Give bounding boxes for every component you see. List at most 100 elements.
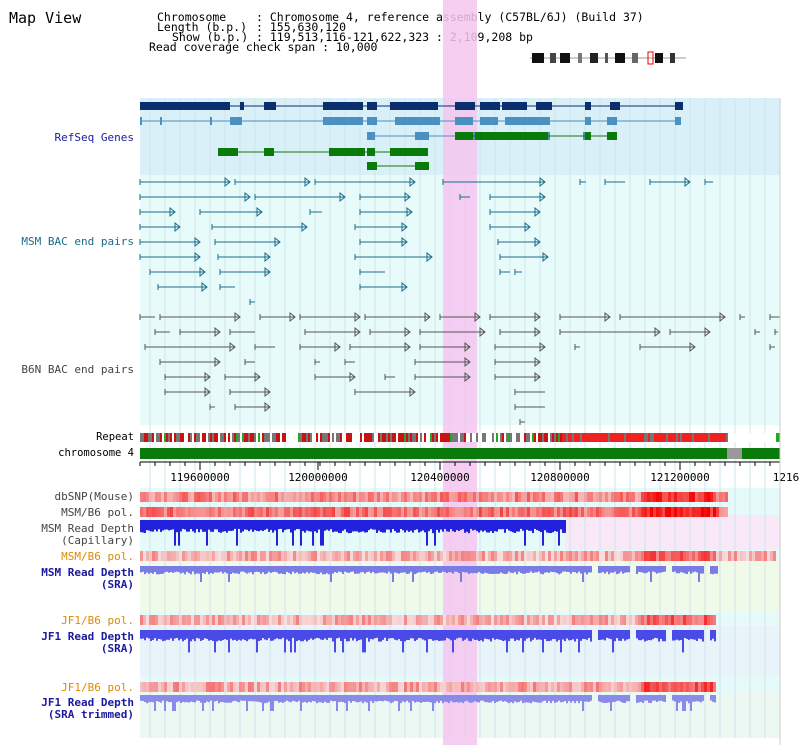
jf1-b6-pol2-heat-cell — [248, 682, 251, 692]
repeat-element — [386, 433, 388, 442]
jf1-depth-trim-bar — [308, 695, 310, 702]
repeat-element — [514, 433, 516, 442]
dbsnp-heat-cell — [293, 492, 296, 502]
msm-depth-cap-bar — [154, 520, 156, 530]
msm-b6-pol2-heat-cell — [140, 551, 143, 561]
msm-depth-sra-bar — [320, 566, 322, 573]
repeat-element — [700, 433, 702, 442]
repeat-element — [458, 433, 460, 442]
b6n-bac-pair-arrow — [704, 326, 711, 338]
jf1-depth-sra-bar — [418, 630, 420, 638]
msm-depth-sra-bar — [528, 566, 530, 573]
jf1-b6-pol2-heat-cell — [356, 682, 359, 692]
repeat-element — [616, 433, 618, 442]
dbsnp-heat-cell — [335, 492, 338, 502]
msm-depth-cap-bar — [252, 520, 254, 532]
msm-b6-pol2-heat-cell — [419, 551, 422, 561]
repeat-element — [766, 433, 768, 442]
msm-b6-pol2-heat-cell — [662, 551, 665, 561]
jf1-b6-pol2-heat-cell — [302, 682, 305, 692]
repeat-element — [468, 433, 470, 442]
jf1-depth-trim-bar — [486, 695, 488, 703]
msm-depth-cap-bar — [434, 520, 436, 546]
msm-depth-sra-bar — [486, 566, 488, 574]
repeat-element — [220, 433, 222, 442]
jf1-depth-trim-bar — [626, 695, 628, 702]
jf1-b6-pol-heat-cell — [170, 615, 173, 625]
msm-b6-pol-heat-cell — [395, 507, 398, 517]
msm-depth-cap-bar — [182, 520, 184, 529]
refseq-exon — [230, 117, 242, 125]
msm-depth-cap-bar — [310, 520, 312, 532]
dbsnp-heat-cell — [182, 492, 185, 502]
jf1-b6-pol2-heat-cell — [329, 682, 332, 692]
msm-depth-sra-bar — [474, 566, 476, 573]
dbsnp-heat-cell — [644, 492, 647, 502]
msm-b6-pol-heat-cell — [452, 507, 455, 517]
jf1-b6-pol-heat-cell — [656, 615, 659, 625]
repeat-element — [356, 433, 358, 442]
jf1-b6-pol-heat-cell — [317, 615, 320, 625]
jf1-depth-trim-bar — [242, 695, 244, 701]
repeat-element — [490, 433, 492, 442]
jf1-b6-pol-heat-cell — [428, 615, 431, 625]
msm-b6-pol2-heat-cell — [416, 551, 419, 561]
jf1-b6-pol-heat-cell — [506, 615, 509, 625]
jf1-depth-sra-bar — [276, 630, 278, 639]
jf1-depth-trim-bar — [240, 695, 242, 701]
jf1-depth-trim-bar — [232, 695, 234, 702]
dbsnp-heat-cell — [407, 492, 410, 502]
jf1-b6-pol2-heat-cell — [281, 682, 284, 692]
msm-depth-sra-bar — [264, 566, 266, 575]
jf1-b6-pol-heat-cell — [641, 615, 644, 625]
refseq-exon — [218, 148, 238, 156]
jf1-b6-pol2-heat-cell — [650, 682, 653, 692]
jf1-depth-sra-bar — [156, 630, 158, 641]
jf1-b6-pol-heat-cell — [221, 615, 224, 625]
repeat-element — [554, 433, 556, 442]
msm-depth-sra-bar — [588, 566, 590, 573]
jf1-b6-pol2-heat-cell — [155, 682, 158, 692]
dbsnp-heat-cell — [353, 492, 356, 502]
jf1-depth-sra-bar — [564, 630, 566, 642]
jf1-b6-pol-heat-cell — [161, 615, 164, 625]
msm-depth-sra-bar — [286, 566, 288, 572]
jf1-depth-trim-bar — [672, 695, 674, 701]
msm-depth-cap-bar — [458, 520, 460, 531]
msm-b6-pol-heat-cell — [713, 507, 716, 517]
msm-depth-sra-bar — [572, 566, 574, 572]
jf1-b6-pol2-heat-cell — [647, 682, 650, 692]
jf1-b6-pol2-heat-cell — [377, 682, 380, 692]
axis-tick-label: 119600000 — [170, 471, 230, 484]
repeat-element — [718, 433, 720, 442]
msm-depth-cap-bar — [144, 520, 146, 533]
jf1-depth-sra-bar — [154, 630, 156, 639]
msm-depth-cap-bar — [374, 520, 376, 530]
msm-bac-pair-arrow — [684, 176, 691, 188]
repeat-element — [314, 433, 316, 442]
msm-depth-cap-bar — [396, 520, 398, 533]
repeat-element — [308, 433, 310, 442]
repeat-element — [492, 433, 494, 442]
jf1-depth-sra-bar — [712, 630, 714, 639]
dbsnp-heat-cell — [161, 492, 164, 502]
jf1-depth-trim-bar — [564, 695, 566, 701]
jf1-depth-trim-bar — [448, 695, 450, 704]
msm-depth-cap-bar — [366, 520, 368, 533]
msm-depth-sra-bar — [438, 566, 440, 573]
repeat-element — [272, 433, 274, 442]
jf1-depth-sra-bar — [212, 630, 214, 641]
jf1-b6-pol2-heat-cell — [344, 682, 347, 692]
jf1-b6-pol2-heat-cell — [296, 682, 299, 692]
jf1-depth-trim-bar — [358, 695, 360, 703]
jf1-depth-trim-bar — [482, 695, 484, 701]
jf1-depth-trim-bar — [442, 695, 444, 704]
repeat-element — [370, 433, 372, 442]
msm-b6-pol-heat-cell — [287, 507, 290, 517]
msm-depth-sra-bar — [144, 566, 146, 575]
jf1-depth-trim-bar — [604, 695, 606, 704]
repeat-element — [632, 433, 634, 442]
length-value: : 155,630,120 — [256, 20, 347, 34]
show-value: : 119,513,116-121,622,323 : 2,109,208 bp — [256, 30, 533, 44]
